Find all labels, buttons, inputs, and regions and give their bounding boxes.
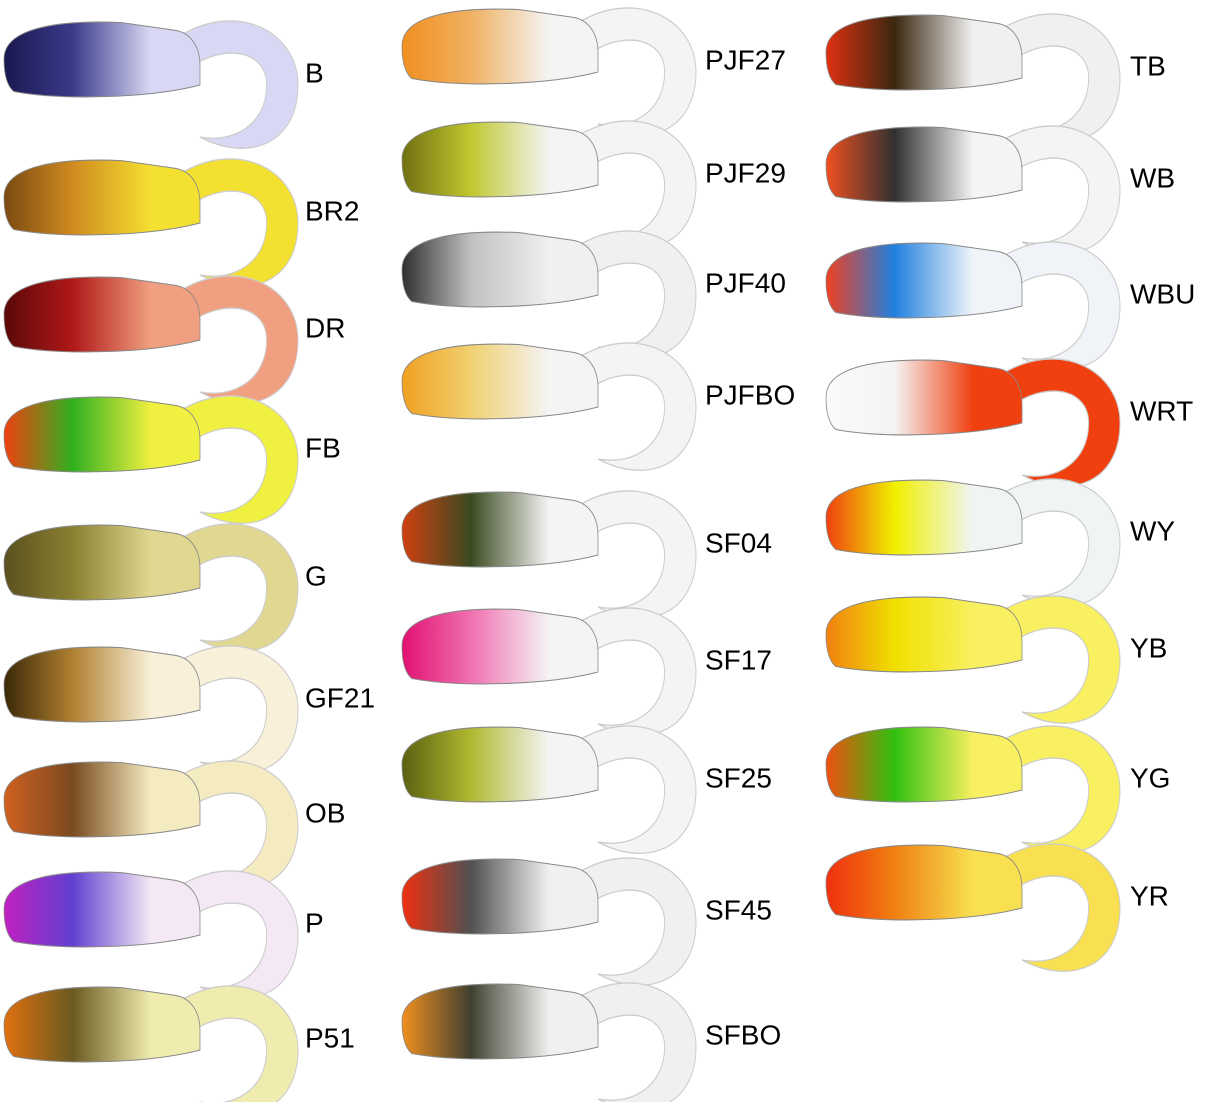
lure-label: B (305, 57, 324, 88)
lure (3, 20, 299, 149)
lure-label: PJF29 (705, 157, 786, 188)
lure-label: YB (1130, 632, 1167, 663)
lure-body (401, 343, 599, 420)
lure (3, 760, 299, 889)
lure-label: WY (1130, 515, 1175, 546)
lure-label: SF45 (705, 894, 772, 925)
lure-body (3, 276, 201, 353)
lure-body (401, 608, 599, 685)
lure (401, 982, 697, 1102)
lure-body (3, 871, 201, 948)
lure-body (401, 858, 599, 935)
lure-label: SF04 (705, 527, 772, 558)
lure (3, 870, 299, 999)
lure-label: FB (305, 432, 341, 463)
lure (3, 523, 299, 652)
lure-tail (577, 857, 697, 986)
lure-tail (179, 985, 299, 1102)
lure-body (401, 121, 599, 198)
lure (3, 645, 299, 774)
lure-label: GF21 (305, 682, 375, 713)
lure-body (3, 159, 201, 236)
lure (825, 13, 1121, 142)
lure (401, 120, 697, 249)
lure (401, 607, 697, 736)
lure (401, 490, 697, 619)
lure-tail (577, 342, 697, 471)
lure-tail (1001, 843, 1121, 972)
lure-tail (179, 20, 299, 149)
lure-body (3, 761, 201, 838)
lure-label: WB (1130, 162, 1175, 193)
lure-tail (577, 982, 697, 1102)
lure-label: SF25 (705, 762, 772, 793)
lure-body (825, 126, 1023, 203)
lure-label: BR2 (305, 195, 359, 226)
lure-tail (577, 725, 697, 854)
lure-body (401, 231, 599, 308)
lure (3, 395, 299, 524)
lure-body (3, 986, 201, 1063)
lure-label: P51 (305, 1022, 355, 1053)
lure-label: SFBO (705, 1019, 781, 1050)
lure-body (825, 596, 1023, 673)
lure-label: P (305, 907, 324, 938)
lure-body (825, 726, 1023, 803)
lure-label: G (305, 560, 327, 591)
lure (401, 7, 697, 136)
lure (401, 725, 697, 854)
lure (825, 843, 1121, 972)
lure-body (3, 524, 201, 601)
lure-body (3, 21, 201, 98)
lure-label: TB (1130, 50, 1166, 81)
lure-label: SF17 (705, 644, 772, 675)
lure-body (825, 479, 1023, 556)
lure-body (401, 983, 599, 1060)
lure (825, 125, 1121, 254)
lure (825, 478, 1121, 607)
lure-body (3, 396, 201, 473)
lure-label: PJF40 (705, 267, 786, 298)
lure-body (825, 844, 1023, 921)
lure-label: YR (1130, 880, 1169, 911)
lure (3, 275, 299, 404)
lure-label: OB (305, 797, 345, 828)
lure-body (3, 646, 201, 723)
lure (825, 358, 1121, 487)
lure (3, 985, 299, 1102)
lure-label: WRT (1130, 395, 1193, 426)
lure-label: YG (1130, 762, 1170, 793)
lure-label: DR (305, 312, 345, 343)
lure-tail (179, 395, 299, 524)
lure-body (825, 14, 1023, 91)
lure (401, 230, 697, 359)
lure (825, 725, 1121, 854)
lure (825, 241, 1121, 370)
lure (825, 595, 1121, 724)
lure-label: PJF27 (705, 44, 786, 75)
lure-label: WBU (1130, 278, 1195, 309)
lure-label: PJFBO (705, 379, 795, 410)
lure-tail (1001, 595, 1121, 724)
lure-body (401, 726, 599, 803)
lure (401, 342, 697, 471)
lure-body (401, 491, 599, 568)
lure-body (825, 242, 1023, 319)
lure (401, 857, 697, 986)
lure-body (825, 359, 1023, 436)
lure (3, 158, 299, 287)
lure-body (401, 8, 599, 85)
